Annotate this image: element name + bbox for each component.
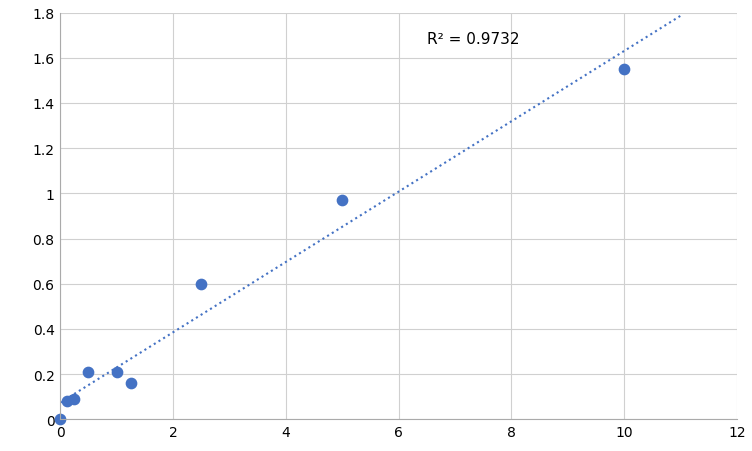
Point — [61, 398, 73, 405]
Point — [54, 415, 66, 422]
Point — [125, 380, 137, 387]
Point — [618, 66, 630, 74]
Point — [83, 368, 95, 376]
Point — [196, 281, 208, 288]
Point — [68, 396, 80, 403]
Point — [336, 197, 348, 204]
Point — [111, 368, 123, 376]
Text: R² = 0.9732: R² = 0.9732 — [427, 32, 520, 46]
